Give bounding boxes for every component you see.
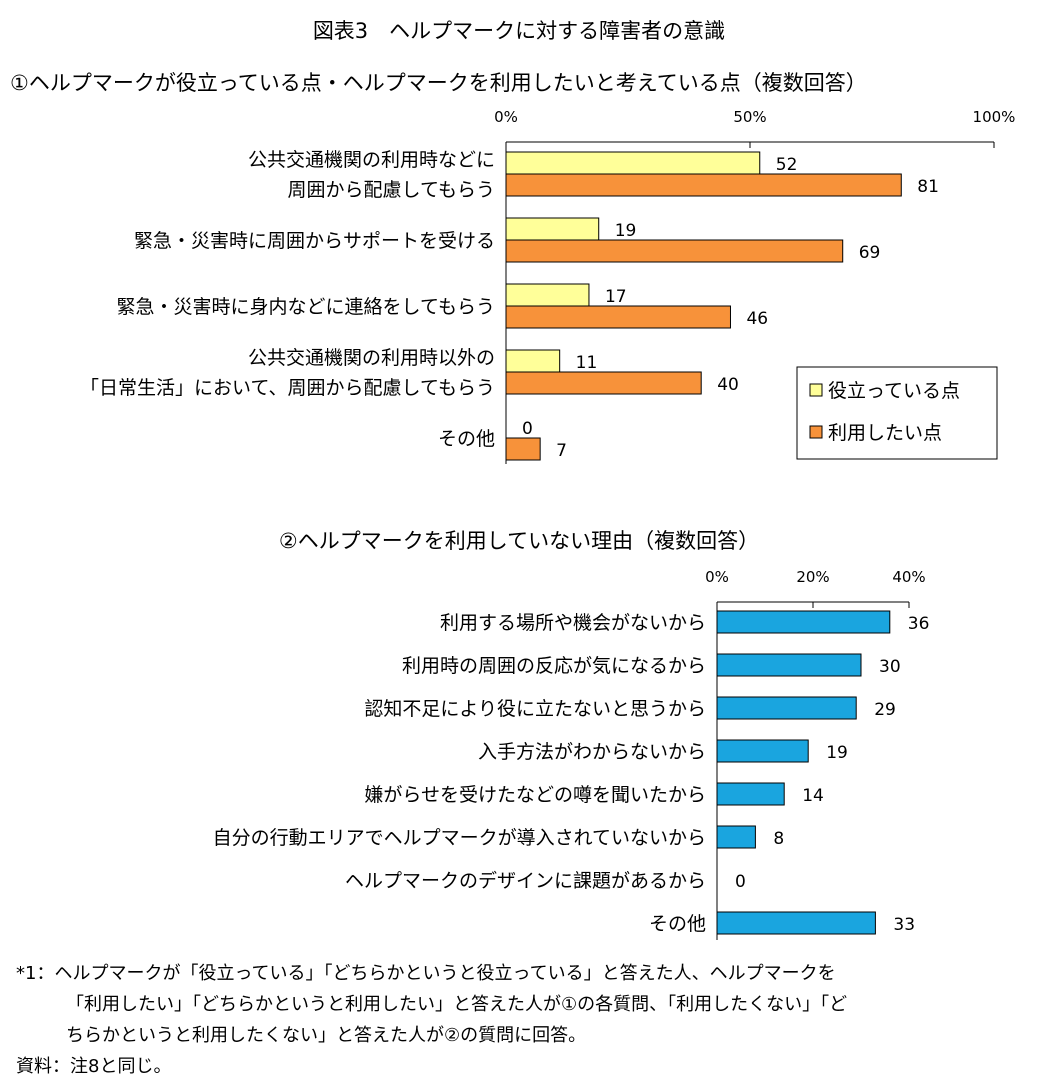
chart2-value-label: 33 xyxy=(893,915,915,935)
chart1-category-label: 「日常生活」において、周囲から配慮してもらう xyxy=(80,377,495,399)
chart2-bar xyxy=(716,825,756,849)
chart2-value-label: 8 xyxy=(773,829,784,849)
chart1-value-label: 7 xyxy=(556,441,567,461)
chart2-bar xyxy=(716,696,857,720)
chart1-value-label: 11 xyxy=(576,353,598,373)
chart2-bar xyxy=(716,610,891,634)
chart1-legend-label: 役立っている点 xyxy=(828,380,960,402)
chart2-value-label: 36 xyxy=(908,614,930,634)
chart1-bar-want-to-use xyxy=(505,371,702,395)
chart1-value-label: 40 xyxy=(717,375,739,395)
chart2-tick-label: 0% xyxy=(705,568,729,586)
chart1-value-label: 52 xyxy=(776,155,798,175)
chart2-bar xyxy=(716,911,876,935)
chart2-tick-label: 40% xyxy=(892,568,925,586)
chart2-value-label: 14 xyxy=(802,786,824,806)
chart1-bar-want-to-use xyxy=(505,437,541,461)
chart2-bar xyxy=(716,739,809,763)
chart1-value-label: 17 xyxy=(605,287,627,307)
chart1-category-label: 緊急・災害時に周囲からサポートを受ける xyxy=(134,230,495,252)
chart2-tick-label: 20% xyxy=(796,568,829,586)
chart1-legend-swatch xyxy=(809,383,823,397)
chart2-bars: 36 30 29 19 14 8 0 33 xyxy=(716,610,930,935)
chart1-category-label: 公共交通機関の利用時以外の xyxy=(248,347,495,369)
chart2-category-label: 嫌がらせを受けたなどの噂を聞いたから xyxy=(364,784,706,806)
figure-title: 図表3 ヘルプマークに対する障害者の意識 xyxy=(313,19,725,43)
chart1-category-label: 緊急・災害時に身内などに連絡をしてもらう xyxy=(117,296,495,318)
chart1-bar-useful xyxy=(505,217,600,241)
chart1-legend-label: 利用したい点 xyxy=(828,422,942,444)
chart2-value-label: 19 xyxy=(826,743,848,763)
chart2-bar xyxy=(716,782,785,806)
chart1-value-label: 46 xyxy=(746,309,768,329)
chart2-title: ②ヘルプマークを利用していない理由（複数回答） xyxy=(279,529,759,553)
chart1-tick-label: 0% xyxy=(494,108,518,126)
chart1-value-label: 0 xyxy=(522,419,533,439)
chart1-bar-want-to-use xyxy=(505,305,731,329)
footnote-line-1: *1：ヘルプマークが「役立っている」「どちらかというと役立っている」と答えた人、… xyxy=(16,963,836,984)
chart1-bar-want-to-use xyxy=(505,239,844,263)
chart1-bar-useful xyxy=(505,283,590,307)
chart2-category-label: 利用する場所や機会がないから xyxy=(440,612,706,634)
chart2-category-label: 認知不足により役に立たないと思うから xyxy=(364,698,706,720)
chart1-value-label: 81 xyxy=(917,177,939,197)
chart1-category-label: 周囲から配慮してもらう xyxy=(288,179,495,201)
chart1-title: ①ヘルプマークが役立っている点・ヘルプマークを利用したいと考えている点（複数回答… xyxy=(10,71,867,95)
chart2-value-label: 0 xyxy=(735,872,746,892)
footnote-line-3: ちらかというと利用したくない」と答えた人が②の質問に回答。 xyxy=(66,1025,587,1046)
source-note: 資料：注8と同じ。 xyxy=(16,1056,172,1077)
chart2-value-label: 29 xyxy=(874,700,896,720)
chart2-category-labels: 利用する場所や機会がないから利用時の周囲の反応が気になるから認知不足により役に立… xyxy=(213,612,706,935)
chart1-value-label: 19 xyxy=(615,221,637,241)
figure-canvas: 図表3 ヘルプマークに対する障害者の意識 ①ヘルプマークが役立っている点・ヘルプ… xyxy=(10,19,1015,940)
chart2-category-label: 入手方法がわからないから xyxy=(478,741,706,763)
chart1-bar-want-to-use xyxy=(505,173,902,197)
chart1-bars: 52 81 19 69 17 46 11 40 0 7 xyxy=(505,151,939,461)
footnote-line-2: 「利用したい」「どちらかというと利用したい」と答えた人が①の各質問、「利用したく… xyxy=(66,994,848,1015)
chart2-category-label: その他 xyxy=(649,913,706,935)
footnotes: *1：ヘルプマークが「役立っている」「どちらかというと役立っている」と答えた人、… xyxy=(16,958,1026,1082)
chart2-category-label: 利用時の周囲の反応が気になるから xyxy=(402,655,706,677)
chart1-legend-box xyxy=(796,366,998,460)
chart-reasons-not-using: ②ヘルプマークを利用していない理由（複数回答） 0% 20% 40% 利用する場所や… xyxy=(213,529,930,940)
chart1-category-label: その他 xyxy=(438,428,495,450)
chart1-tick-label: 50% xyxy=(733,108,766,126)
chart1-tick-label: 100% xyxy=(973,108,1016,126)
chart2-category-label: 自分の行動エリアでヘルプマークが導入されていないから xyxy=(213,827,706,849)
chart1-bar-useful xyxy=(505,349,561,373)
chart1-category-label: 公共交通機関の利用時などに xyxy=(248,149,495,171)
chart2-value-label: 30 xyxy=(879,657,901,677)
chart2-bar xyxy=(716,653,862,677)
chart-helpmark-useful-points: ①ヘルプマークが役立っている点・ヘルプマークを利用したいと考えている点（複数回答… xyxy=(10,71,1015,464)
chart1-legend-swatch xyxy=(809,425,823,439)
chart1-bar-useful xyxy=(505,151,761,175)
chart1-category-labels: 公共交通機関の利用時などに周囲から配慮してもらう緊急・災害時に周囲からサポートを… xyxy=(80,149,495,450)
chart2-category-label: ヘルプマークのデザインに課題があるから xyxy=(345,870,706,892)
chart1-value-label: 69 xyxy=(859,243,881,263)
